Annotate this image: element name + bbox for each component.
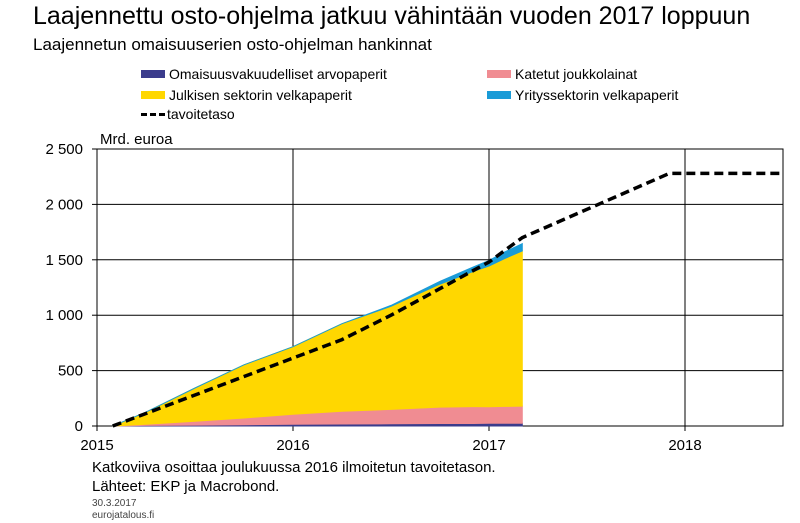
- y-tick-label: 500: [58, 363, 83, 380]
- legend-label-target: tavoitetaso: [167, 106, 235, 122]
- y-tick-label: 0: [75, 418, 83, 435]
- y-tick-label: 1 000: [45, 307, 83, 324]
- legend-swatch-target: [141, 112, 165, 116]
- legend-label-covered-bonds: Katetut joukkolainat: [515, 66, 638, 82]
- legend-item-public-sector: Julkisen sektorin velkapaperit: [141, 87, 352, 103]
- chart-title: Laajennettu osto-ohjelma jatkuu vähintää…: [33, 2, 751, 30]
- target-line: [112, 171, 783, 428]
- footnote: Katkoviiva osoittaa joulukuussa 2016 ilm…: [92, 459, 496, 476]
- publication-date: 30.3.2017: [92, 498, 137, 509]
- legend-item-corporate: Yrityssektorin velkapaperit: [487, 87, 678, 103]
- legend-label-public-sector: Julkisen sektorin velkapaperit: [169, 87, 352, 103]
- legend-item-target: tavoitetaso: [141, 106, 235, 122]
- y-tick-label: 1 500: [45, 252, 83, 269]
- legend-swatch-covered-bonds: [487, 70, 511, 78]
- sources-note: Lähteet: EKP ja Macrobond.: [92, 478, 280, 495]
- legend-swatch-abs: [141, 70, 165, 78]
- legend-item-covered-bonds: Katetut joukkolainat: [487, 66, 637, 82]
- y-tick-label: 2 000: [45, 196, 83, 213]
- site-name: eurojatalous.fi: [92, 510, 155, 521]
- legend-swatch-public-sector: [141, 91, 165, 99]
- x-tick-label: 2016: [276, 437, 309, 454]
- y-axis-unit-label: Mrd. euroa: [100, 131, 173, 148]
- area-corporate: [112, 242, 523, 427]
- x-tick-label: 2017: [472, 437, 505, 454]
- y-tick-label: 2 500: [45, 141, 83, 158]
- legend-item-abs: Omaisuusvakuudelliset arvopaperit: [141, 66, 387, 82]
- x-tick-label: 2015: [80, 437, 113, 454]
- legend-label-abs: Omaisuusvakuudelliset arvopaperit: [169, 66, 387, 82]
- chart-subtitle: Laajennetun omaisuuserien osto-ohjelman …: [33, 35, 432, 54]
- legend-label-corporate: Yrityssektorin velkapaperit: [515, 87, 679, 103]
- x-tick-label: 2018: [668, 437, 701, 454]
- legend-swatch-corporate: [487, 91, 511, 99]
